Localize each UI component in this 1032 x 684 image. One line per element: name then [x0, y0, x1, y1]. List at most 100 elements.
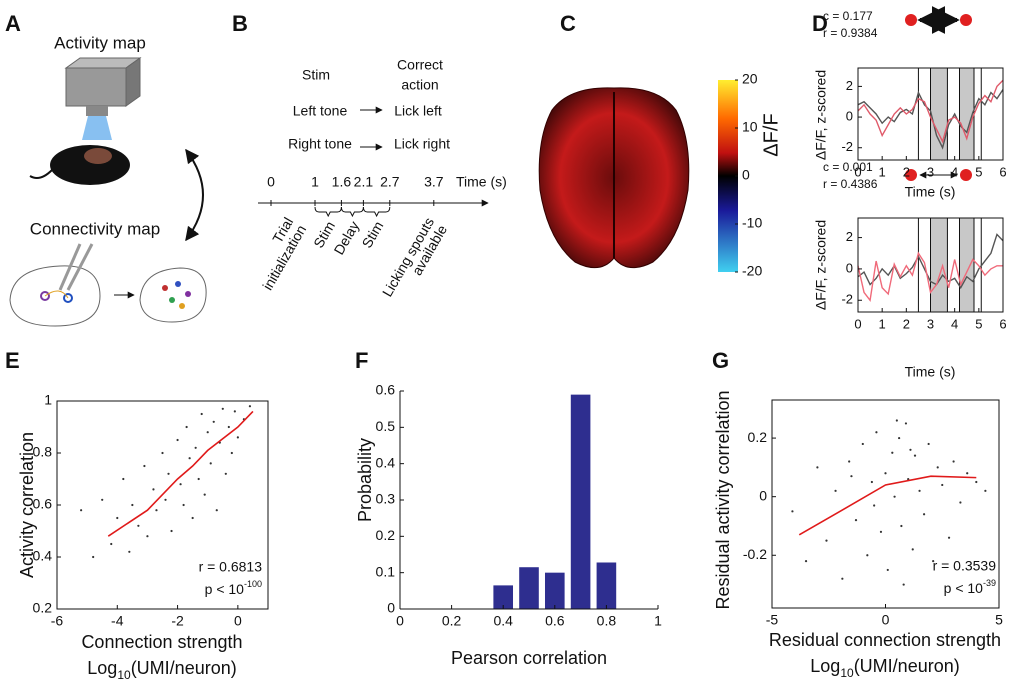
point: [233, 410, 236, 413]
point: [875, 431, 878, 434]
fit-line: [798, 475, 977, 536]
x-tick-label: 0: [882, 612, 890, 628]
point: [167, 472, 170, 475]
point: [122, 477, 125, 481]
point: [936, 466, 939, 469]
x-tick-label: 1: [654, 613, 662, 629]
stim-period: [930, 67, 948, 161]
x-axis-label: Time (s): [905, 184, 956, 200]
point: [902, 583, 905, 586]
y-axis-label: ΔF/F, z-scored: [813, 70, 829, 160]
y-tick-label: -2: [841, 292, 853, 307]
point: [206, 431, 209, 434]
colorbar-tick-label: 0: [742, 167, 750, 183]
bar: [519, 567, 539, 609]
point: [110, 542, 113, 546]
point: [952, 460, 955, 463]
colorbar-tick-label: 20: [742, 71, 758, 87]
point: [791, 510, 794, 513]
point: [164, 498, 167, 501]
time-tick-label: 3.7: [424, 174, 444, 190]
annotation: r = 0.9384: [823, 26, 878, 40]
x-tick-label: 2: [903, 316, 910, 331]
y-tick-label: 2: [846, 229, 853, 244]
point: [873, 504, 876, 507]
panel-a-illustration: Activity map Connectivity map: [9, 33, 207, 327]
point: [212, 420, 215, 423]
point: [804, 560, 808, 563]
y-tick-label: 0.2: [376, 527, 396, 543]
stim-period: [930, 217, 948, 313]
unit-sub: 10: [840, 666, 854, 680]
bar: [570, 394, 591, 609]
task-table: Stim Correct action Left tone Lick left …: [288, 57, 450, 152]
x-tick-label: 6: [999, 164, 1006, 179]
unit-base: Log: [87, 658, 117, 678]
point: [825, 539, 828, 542]
point: [966, 472, 969, 475]
point: [854, 519, 858, 522]
panel-letter: C: [560, 11, 576, 36]
point: [922, 513, 926, 516]
panel-letter: D: [812, 11, 828, 36]
trace: [857, 89, 1004, 150]
point: [984, 489, 987, 492]
unit-rest: (UMI/neuron): [131, 658, 237, 678]
point: [209, 462, 212, 465]
y-tick-label: 2: [846, 78, 853, 93]
x-tick-label: 0.6: [545, 613, 565, 629]
stim: Left tone: [293, 103, 348, 119]
annotation: r = 0.4386: [823, 177, 878, 191]
trace: [857, 79, 1004, 144]
epoch-label-line: Stim: [359, 218, 387, 250]
point: [230, 451, 233, 455]
x-tick-label: 5: [995, 612, 1003, 628]
y-tick-label: 0.4: [33, 548, 53, 564]
point: [128, 550, 131, 553]
point: [191, 516, 194, 520]
point: [870, 480, 873, 484]
x-tick-label: 5: [975, 316, 982, 331]
point: [170, 529, 173, 533]
y-tick-label: 0: [387, 600, 395, 616]
x-tick-label: -4: [111, 613, 124, 629]
time-tick-label: 1.6: [332, 174, 352, 190]
point: [879, 530, 883, 533]
point: [188, 457, 191, 460]
stat-p: p < 10-39: [944, 578, 996, 595]
point: [932, 560, 935, 563]
action: Lick right: [394, 136, 450, 152]
point: [850, 475, 853, 478]
point: [884, 472, 887, 475]
y-tick-label: 0.3: [376, 491, 396, 507]
point: [848, 460, 851, 463]
y-tick-label: 1: [44, 392, 52, 408]
point: [816, 466, 819, 469]
time-tick-label: 2.1: [354, 174, 374, 190]
unit-sub: 10: [117, 668, 131, 682]
x-axis-unit: Log10(UMI/neuron): [87, 658, 236, 682]
point: [92, 555, 95, 559]
point: [197, 477, 200, 481]
point: [975, 480, 978, 484]
time-tick-label: 2.7: [380, 174, 400, 190]
y-axis-label: ΔF/F, z-scored: [813, 220, 829, 310]
y-tick-label: 0.2: [33, 600, 53, 616]
point: [176, 438, 179, 442]
x-axis-label: Time (s): [905, 364, 956, 380]
x-tick-label: 0: [854, 316, 861, 331]
x-axis-label: Connection strength: [81, 632, 242, 652]
y-tick-label: 0: [846, 109, 853, 124]
panel-letter: A: [5, 11, 21, 36]
point: [116, 516, 119, 520]
y-tick-label: 0.4: [376, 454, 396, 470]
x-tick-label: 6: [999, 316, 1006, 331]
point: [893, 495, 896, 498]
unit-rest: (UMI/neuron): [854, 656, 960, 676]
header: Correct: [397, 57, 443, 73]
point: [131, 503, 134, 507]
stat-p: p < 10-100: [205, 579, 262, 596]
colorbar-tick-label: -10: [742, 215, 762, 231]
